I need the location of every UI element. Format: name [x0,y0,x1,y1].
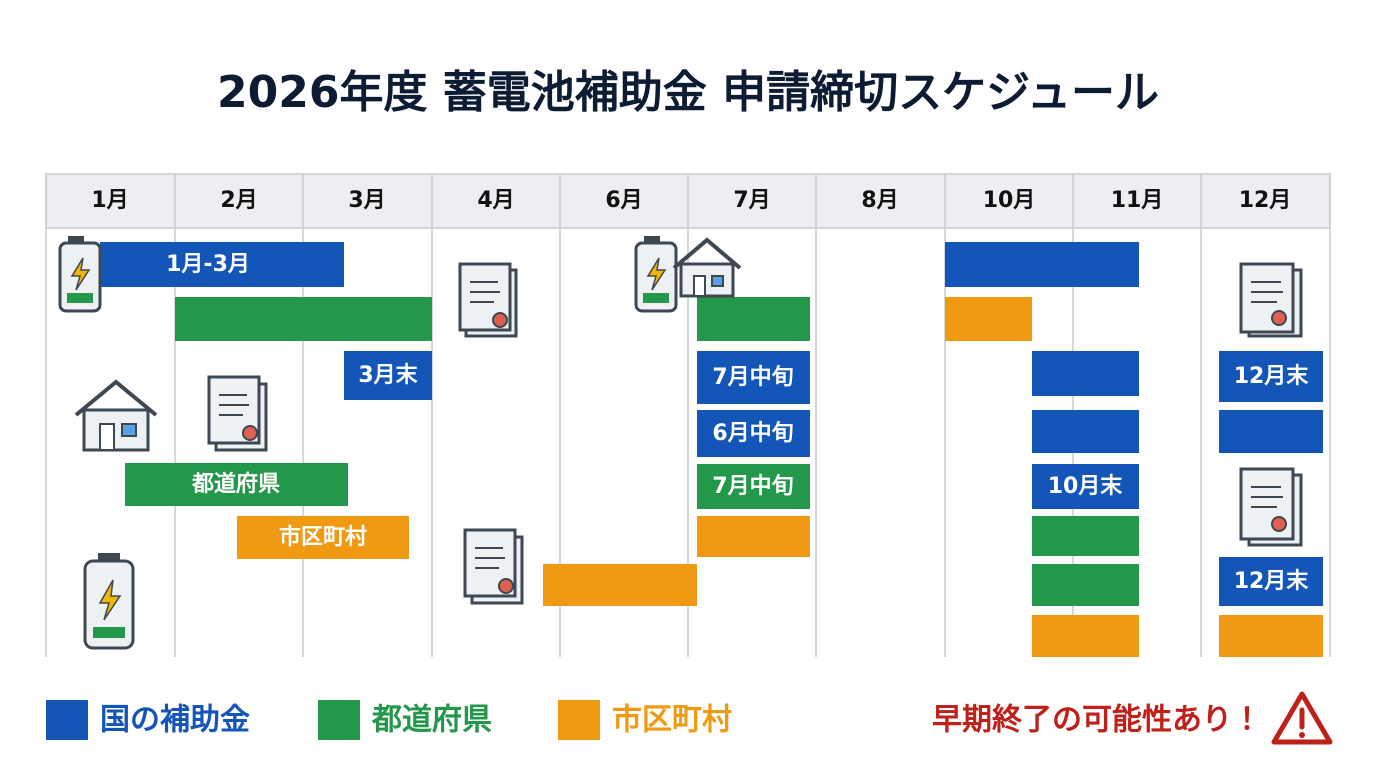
bar-label: 6月中旬 [712,420,793,446]
bar-label: 3月末 [358,363,418,388]
legend-swatch [558,700,600,740]
bar-label: 7月中旬 [712,473,793,499]
document-icon [463,528,524,605]
bar-label: 7月中旬 [712,364,793,390]
month: 4月 [477,188,514,213]
title: 2026年度 蓄電池補助金 申請締切スケジュール [217,67,1159,118]
bar [175,297,432,341]
icons [58,236,1303,650]
warning-text: 早期終了の可能性あり！ [932,703,1262,738]
month: 12月 [1239,188,1292,213]
month: 1月 [91,188,128,213]
bar [697,351,810,404]
battery-icon [634,236,678,313]
bar-label: 市区町村 [279,524,367,550]
month: 11月 [1111,188,1164,213]
battery-icon [83,553,135,650]
bar [1032,615,1139,657]
bar [1032,410,1139,453]
legend-swatch [318,700,360,740]
bar-label: 1月-3月 [166,252,250,277]
month: 10月 [983,188,1036,213]
bar [1219,351,1323,402]
month-headers: 1月 2月 3月 4月 6月 7月 8月 10月 11月 12月 [91,188,1291,213]
house-icon [74,379,158,452]
bar [1032,516,1139,556]
bar [945,297,1032,341]
month: 6月 [605,188,642,213]
bar [344,351,432,400]
legend: 国の補助金 都道府県 市区町村 [46,700,732,740]
bar [100,242,344,287]
battery-icon [58,236,102,313]
legend-label: 市区町村 [612,703,732,738]
bar [697,410,810,457]
legend-label: 国の補助金 [100,703,250,738]
month: 7月 [733,188,770,213]
bar-label: 12月末 [1234,364,1310,389]
bar [125,463,348,506]
bar [1032,464,1139,509]
legend-swatch [46,700,88,740]
document-icon [207,375,268,452]
bar [1032,564,1139,606]
bar [945,242,1139,287]
document-icon [1239,262,1303,338]
bar [237,516,409,559]
house-icon [672,237,742,298]
bar [1219,557,1323,606]
month: 3月 [348,188,385,213]
legend-label: 都道府県 [371,703,492,738]
document-icon [1239,467,1303,547]
bar-label: 10月末 [1048,474,1124,499]
warning: 早期終了の可能性あり！ [932,691,1333,745]
bar [697,297,810,341]
month: 8月 [861,188,898,213]
bars: 1月-3月 3月末 都道府県 市区町村 7月中旬 6月中旬 7月中旬 10月末 … [100,242,1323,657]
bar [543,564,697,606]
bar [697,516,810,557]
document-icon [458,262,518,338]
bar [1219,615,1323,657]
bar [1219,410,1323,453]
bar [1032,351,1139,396]
bar-label: 12月末 [1234,569,1310,594]
bar [697,464,810,509]
bar-label: 都道府県 [191,472,280,497]
month: 2月 [220,188,257,213]
